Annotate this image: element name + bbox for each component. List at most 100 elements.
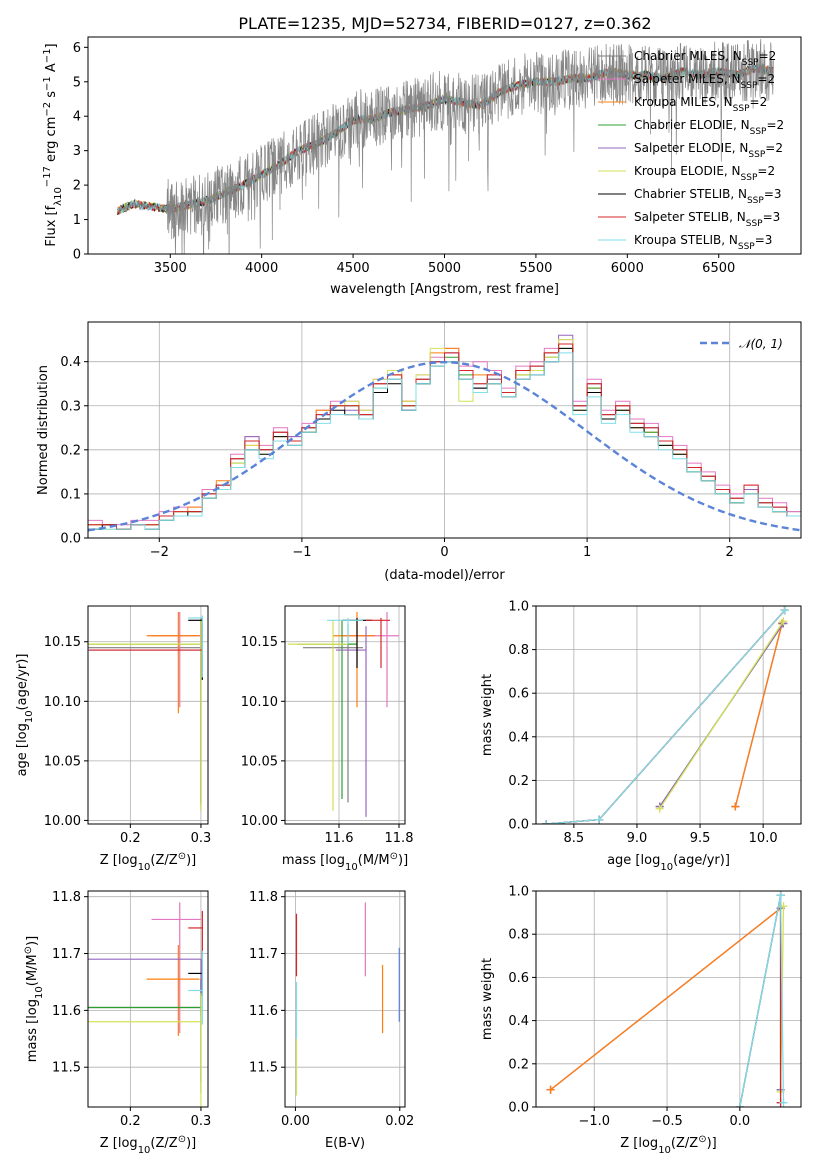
x-tick-label: 3500 bbox=[154, 261, 187, 276]
legend-sub: SSP bbox=[748, 150, 765, 160]
y-axis-label-part: ] bbox=[44, 43, 59, 48]
y-tick-label: 10.05 bbox=[44, 754, 81, 769]
legend-name: Kroupa ELODIE, N bbox=[634, 164, 741, 178]
x-tick-label: 0.02 bbox=[385, 1114, 414, 1129]
y-tick-label: 0.0 bbox=[508, 818, 529, 833]
y-tick-label: 10.15 bbox=[241, 635, 278, 650]
y-tick-label: 10.00 bbox=[241, 814, 278, 829]
data-point bbox=[188, 910, 203, 974]
y-axis-label-part: 10 bbox=[24, 710, 35, 723]
x-tick-label: 2 bbox=[726, 545, 734, 560]
y-tick-label: 1 bbox=[73, 213, 81, 228]
axes-frame bbox=[87, 605, 209, 825]
y-axis-label-part: (age/yr)] bbox=[15, 654, 30, 711]
y-tick-label: 1.0 bbox=[508, 600, 529, 615]
x-axis-label-part: 10 bbox=[345, 862, 358, 873]
x-axis-label: Z [log10(Z/Z⊙)] bbox=[620, 1134, 716, 1156]
y-tick-label: 11.8 bbox=[249, 890, 278, 905]
weight-series bbox=[655, 617, 788, 813]
data-point bbox=[188, 950, 203, 997]
ticks: 0.2 0.3 10.00 10.05 10.10 10.15 bbox=[44, 635, 212, 846]
legend-entry: Chabrier MILES, NSSP=2 bbox=[634, 49, 776, 68]
plot-area bbox=[88, 611, 203, 811]
x-axis-label-part: (Z/Z bbox=[671, 1136, 698, 1151]
weight-marker bbox=[731, 802, 740, 811]
y-tick-label: 0.2 bbox=[60, 443, 81, 458]
data-point bbox=[146, 611, 200, 714]
x-axis-label-part: ⊙ bbox=[390, 851, 398, 862]
legend-eq: =3 bbox=[764, 187, 782, 201]
y-tick-label: 10.10 bbox=[241, 695, 278, 710]
y-tick-label: 5 bbox=[73, 75, 81, 90]
plot-area bbox=[546, 891, 788, 1107]
grid bbox=[88, 606, 208, 824]
y-axis-label: mass [log10(M/M⊙)] bbox=[23, 936, 45, 1062]
data-point bbox=[342, 611, 399, 708]
x-tick-label: 10.0 bbox=[749, 831, 778, 846]
x-axis-label-part: ⊙ bbox=[698, 1134, 706, 1145]
data-point bbox=[151, 902, 201, 1034]
legend-entry: 𝒩(0, 1) bbox=[739, 337, 783, 351]
legend-name: Kroupa MILES, N bbox=[634, 95, 733, 109]
weight-line bbox=[734, 623, 783, 807]
grid bbox=[285, 891, 405, 1107]
residual-histogram-panel: −2 −1 0 1 2 0.0 0.1 0.2 0.3 0.4 𝒩(0, 1) (data-model… bbox=[36, 321, 802, 583]
plot-area bbox=[288, 611, 399, 817]
legend-name: Chabrier STELIB, N bbox=[634, 187, 747, 201]
x-tick-label: 1 bbox=[583, 545, 591, 560]
legend: 𝒩(0, 1) bbox=[700, 337, 783, 351]
histogram-step bbox=[88, 352, 801, 530]
spectrum-data-line bbox=[116, 38, 774, 254]
legend-sub: SSP bbox=[741, 173, 758, 183]
x-axis-label-part: mass [log bbox=[282, 853, 345, 868]
y-tick-label: 10.05 bbox=[241, 754, 278, 769]
y-axis-label: age [log10(age/yr)] bbox=[15, 654, 35, 777]
gaussian-curve bbox=[88, 360, 801, 532]
y-axis-label: mass weight bbox=[480, 958, 495, 1040]
y-axis-label-part: 10 bbox=[53, 187, 64, 200]
legend-name: Salpeter ELODIE, N bbox=[634, 141, 748, 155]
y-tick-label: 6 bbox=[73, 41, 81, 56]
axes-frame bbox=[535, 890, 802, 1108]
legend-sub: SSP bbox=[746, 219, 763, 229]
y-axis-label-part: Flux [ bbox=[44, 210, 59, 246]
weight-marker bbox=[779, 1098, 788, 1107]
age-vs-mass-panel: 11.6 11.8 10.00 10.05 10.10 10.15 mass [log10(… bbox=[241, 605, 413, 873]
x-axis-label-part: )] bbox=[707, 1136, 717, 1151]
x-axis-label: Z [log10(Z/Z⊙)] bbox=[100, 1134, 196, 1156]
y-tick-label: 10.10 bbox=[44, 695, 81, 710]
y-tick-label: 0.6 bbox=[508, 971, 529, 986]
plot-area bbox=[88, 902, 203, 1107]
data-point bbox=[88, 979, 202, 1082]
weight-line bbox=[659, 620, 784, 810]
data-point bbox=[188, 617, 203, 680]
y-tick-label: 4 bbox=[73, 110, 81, 125]
x-axis-label-part: ⊙ bbox=[178, 1134, 186, 1145]
x-tick-label: 0.00 bbox=[281, 1114, 310, 1129]
y-tick-label: 0.2 bbox=[508, 774, 529, 789]
y-axis-label-part: −1 bbox=[42, 76, 53, 91]
ticks: 3500 4000 4500 5000 5500 6000 6500 0 1 2 3 4 5 6 bbox=[73, 41, 736, 276]
y-tick-label: 1.0 bbox=[508, 885, 529, 900]
x-axis-label-part: Z [log bbox=[620, 1136, 658, 1151]
weight-marker bbox=[780, 606, 789, 615]
legend-eq: =3 bbox=[755, 233, 773, 247]
y-axis-label-part: −2 bbox=[42, 102, 53, 117]
plot-area bbox=[116, 38, 774, 254]
x-tick-label: −1.0 bbox=[578, 1114, 610, 1129]
weight-vs-metallicity-panel: −1.0 −0.5 0.0 0.0 0.2 0.4 0.6 0.8 1.0 Z [log10(Z/… bbox=[480, 885, 802, 1156]
y-axis-label-part: A bbox=[44, 63, 59, 76]
weight-line bbox=[550, 907, 782, 1091]
weight-line bbox=[546, 609, 786, 824]
x-tick-label: 0.2 bbox=[120, 1114, 141, 1129]
y-axis-label-part: f bbox=[44, 205, 59, 210]
weight-series bbox=[735, 891, 788, 1107]
x-axis-label-part: )] bbox=[186, 853, 196, 868]
legend-eq: =3 bbox=[763, 210, 781, 224]
x-axis-label-part: age [log bbox=[607, 853, 660, 868]
y-tick-label: 0.8 bbox=[508, 928, 529, 943]
y-axis-label-part: age [log bbox=[15, 723, 30, 776]
spectrum-panel: 3500 4000 4500 5000 5500 6000 6500 0 1 2 3 4 5 6 wavel… bbox=[42, 36, 802, 297]
